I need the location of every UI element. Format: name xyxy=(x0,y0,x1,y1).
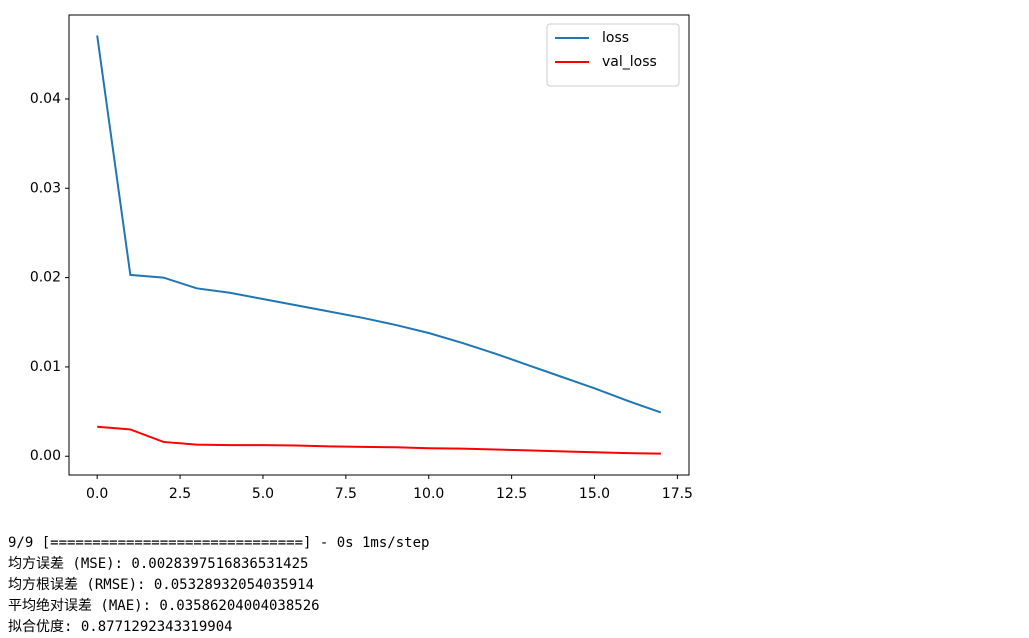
line xyxy=(97,425,661,455)
x-tick-label: 7.5 xyxy=(335,486,357,502)
x-tick-label: 15.0 xyxy=(579,486,610,502)
y-tick-label: 0.03 xyxy=(30,180,61,196)
x-tick-label: 12.5 xyxy=(496,486,527,502)
chart: 0.00 0.01 0.02 0.03 0.04 0.0 2.5 5.0 7.5 10.0 12.5… xyxy=(30,14,693,502)
y-tick-label: 0.04 xyxy=(30,91,61,107)
output-line: 均方根误差 (RMSE): 0.05328932054035914 xyxy=(8,577,315,593)
x-tick-label: 0.0 xyxy=(86,486,108,502)
legend-label: loss xyxy=(602,30,629,46)
output-line: 拟合优度: 0.8771292343319904 xyxy=(8,619,233,635)
plot-frame xyxy=(68,14,690,476)
output-line: 9/9 [==============================] - 0… xyxy=(8,535,430,551)
x-tick-label: 17.5 xyxy=(662,486,693,502)
x-tick-label: 2.5 xyxy=(169,486,191,502)
legend-box xyxy=(546,23,680,87)
y-tick-label: 0.01 xyxy=(30,359,61,375)
output: 9/9 [==============================] - 0… xyxy=(8,533,429,638)
output-line: 平均绝对误差 (MAE): 0.03586204004038526 xyxy=(8,598,320,614)
line xyxy=(96,35,662,414)
legend-label: val_loss xyxy=(602,54,657,70)
x-tick-label: 10.0 xyxy=(413,486,444,502)
x-tick-label: 5.0 xyxy=(252,486,274,502)
output-line: 均方误差 (MSE): 0.002839751683653142​5 xyxy=(8,556,309,572)
y-tick-label: 0.02 xyxy=(30,270,61,286)
y-tick-label: 0.00 xyxy=(30,448,61,464)
